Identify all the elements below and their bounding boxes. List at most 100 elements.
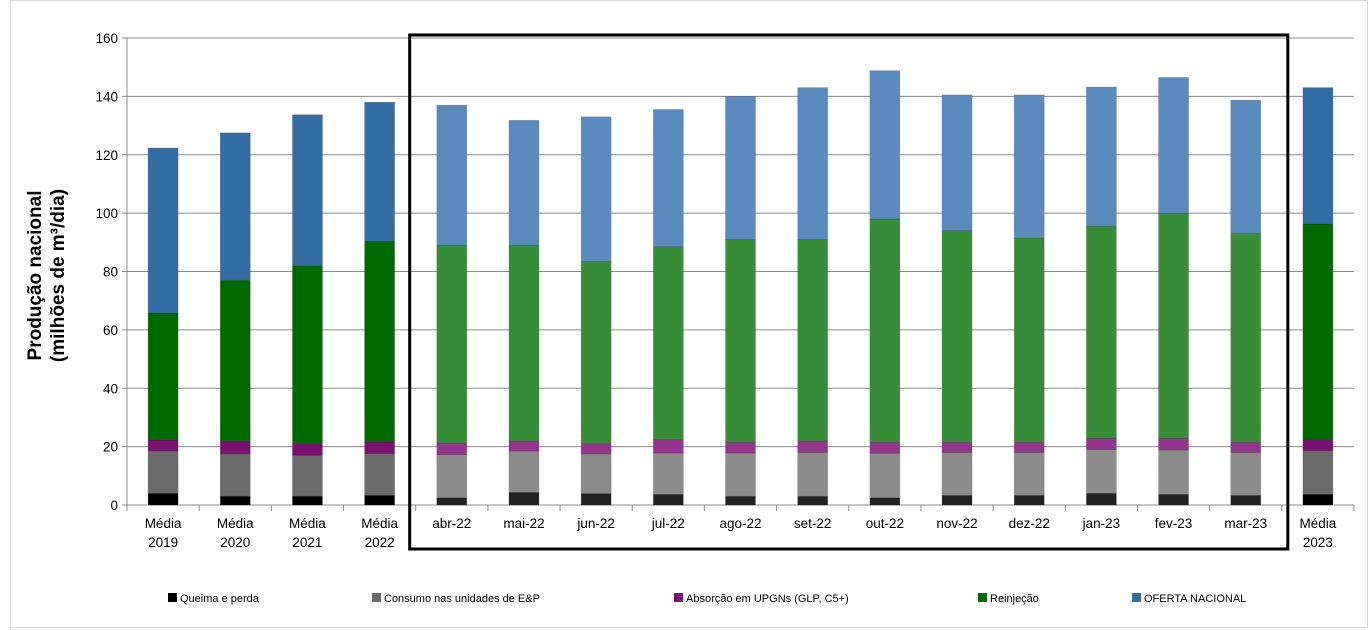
bar-segment-oferta-nacional-4 (436, 104, 468, 246)
bar-segment-queima-e-perda-9 (797, 495, 829, 506)
x-category-label: Média (361, 516, 398, 531)
chart-frame (10, 0, 1368, 628)
bar-segment-consumo-nas-unidades-de-e-p-2 (292, 455, 323, 497)
bar-segment-oferta-nacional-7 (652, 109, 684, 248)
bar-segment-consumo-nas-unidades-de-e-p-5 (508, 450, 540, 493)
bar-segment-consumo-nas-unidades-de-e-p-15 (1230, 452, 1262, 496)
bar-segment-queima-e-perda-3 (364, 495, 395, 506)
bar-segment-oferta-nacional-15 (1230, 99, 1262, 234)
legend-label-4: OFERTA NACIONAL (1144, 593, 1246, 605)
x-category-label: 2020 (220, 535, 250, 550)
y-tick-label: 100 (95, 206, 118, 221)
y-tick-label: 40 (103, 381, 118, 396)
x-category-label: Média (145, 516, 182, 531)
bar-segment-oferta-nacional-13 (1086, 86, 1117, 227)
bar-segment-oferta-nacional-14 (1158, 77, 1189, 214)
bar-segment-reinje-o-2 (292, 265, 323, 445)
bar-segment-oferta-nacional-12 (1013, 94, 1045, 239)
bar-segment-reinje-o-3 (364, 241, 395, 443)
bar-segment-consumo-nas-unidades-de-e-p-12 (1013, 452, 1045, 496)
bar-segment-reinje-o-1 (219, 279, 251, 442)
y-tick-label: 20 (103, 440, 118, 455)
bar-segment-queima-e-perda-10 (869, 497, 901, 506)
bar-segment-reinje-o-12 (1013, 237, 1045, 443)
legend-label-1: Consumo nas unidades de E&P (384, 593, 540, 605)
bar-segment-absor-o-em-upgns-glp-c5-2 (292, 443, 323, 456)
x-category-label: jan-23 (1082, 516, 1121, 531)
legend-label-3: Reinjeção (990, 593, 1039, 605)
bar-segment-absor-o-em-upgns-glp-c5-12 (1013, 441, 1045, 453)
bar-segment-reinje-o-13 (1086, 225, 1117, 439)
bar-segment-reinje-o-4 (436, 244, 468, 444)
bar-segment-consumo-nas-unidades-de-e-p-7 (652, 452, 684, 495)
bar-segment-oferta-nacional-3 (364, 101, 395, 242)
y-tick-label: 160 (95, 31, 118, 46)
bar-segment-reinje-o-11 (941, 230, 973, 443)
bar-segment-queima-e-perda-11 (941, 495, 973, 506)
x-category-label: Média (217, 516, 254, 531)
bar-segment-oferta-nacional-11 (941, 94, 973, 231)
bar-segment-absor-o-em-upgns-glp-c5-9 (797, 440, 829, 453)
x-category-label: 2019 (148, 535, 178, 550)
x-category-label: mai-22 (503, 516, 544, 531)
bar-segment-oferta-nacional-2 (292, 114, 323, 267)
bar-segment-absor-o-em-upgns-glp-c5-16 (1302, 439, 1334, 452)
bar-segment-queima-e-perda-6 (580, 493, 612, 506)
bar-segment-absor-o-em-upgns-glp-c5-15 (1230, 441, 1262, 453)
bar-segment-queima-e-perda-16 (1302, 494, 1334, 506)
bar-segment-queima-e-perda-1 (219, 495, 251, 506)
bar-segment-absor-o-em-upgns-glp-c5-8 (725, 441, 756, 454)
x-category-label: jun-22 (576, 516, 615, 531)
x-category-label: nov-22 (936, 516, 977, 531)
x-category-label: 2023 (1303, 535, 1333, 550)
x-category-label: mar-23 (1224, 516, 1267, 531)
legend-label-2: Absorção em UPGNs (GLP, C5+) (686, 593, 849, 605)
y-axis-label: (milhões de m³/dia) (48, 189, 69, 362)
bar-segment-reinje-o-8 (725, 239, 756, 443)
bar-segment-consumo-nas-unidades-de-e-p-6 (580, 453, 612, 494)
bar-segment-queima-e-perda-8 (725, 495, 756, 506)
x-category-label: dez-22 (1009, 516, 1050, 531)
legend-swatch-2 (674, 593, 683, 602)
bar-segment-oferta-nacional-16 (1302, 87, 1334, 225)
bar-segment-consumo-nas-unidades-de-e-p-11 (941, 452, 973, 496)
bar-segment-consumo-nas-unidades-de-e-p-4 (436, 454, 468, 499)
bar-segment-consumo-nas-unidades-de-e-p-1 (219, 453, 251, 497)
x-category-label: Média (289, 516, 326, 531)
bar-segment-absor-o-em-upgns-glp-c5-6 (580, 443, 612, 455)
bar-segment-oferta-nacional-5 (508, 119, 540, 246)
bar-segment-queima-e-perda-13 (1086, 492, 1117, 506)
bar-segment-oferta-nacional-1 (219, 132, 251, 281)
x-category-label: set-22 (794, 516, 832, 531)
legend-swatch-0 (168, 593, 177, 602)
bar-segment-absor-o-em-upgns-glp-c5-7 (652, 438, 684, 454)
bar-segment-reinje-o-14 (1158, 212, 1189, 439)
bar-segment-oferta-nacional-8 (725, 96, 756, 240)
bar-segment-absor-o-em-upgns-glp-c5-3 (364, 441, 395, 454)
bar-segment-consumo-nas-unidades-de-e-p-10 (869, 452, 901, 499)
bar-segment-queima-e-perda-14 (1158, 494, 1189, 506)
bar-segment-reinje-o-7 (652, 246, 684, 440)
y-axis-label: Produção nacional (25, 191, 46, 361)
bar-segment-consumo-nas-unidades-de-e-p-13 (1086, 449, 1117, 494)
y-tick-label: 0 (110, 498, 118, 513)
bar-segment-oferta-nacional-6 (580, 116, 612, 262)
legend-swatch-1 (372, 593, 381, 602)
bar-segment-queima-e-perda-2 (292, 495, 323, 506)
bar-segment-reinje-o-0 (147, 312, 179, 441)
bar-segment-oferta-nacional-9 (797, 87, 829, 240)
bar-segment-absor-o-em-upgns-glp-c5-5 (508, 440, 540, 452)
y-tick-label: 60 (103, 323, 118, 338)
y-tick-label: 120 (95, 148, 118, 163)
y-tick-label: 80 (103, 265, 118, 280)
bar-segment-absor-o-em-upgns-glp-c5-0 (147, 439, 179, 452)
highlight-box (408, 33, 1290, 551)
bar-segment-consumo-nas-unidades-de-e-p-8 (725, 452, 756, 497)
bar-segment-queima-e-perda-12 (1013, 495, 1045, 506)
x-category-label: out-22 (866, 516, 904, 531)
bar-segment-absor-o-em-upgns-glp-c5-4 (436, 442, 468, 455)
x-category-label: abr-22 (432, 516, 471, 531)
bar-segment-reinje-o-5 (508, 244, 540, 442)
bar-segment-queima-e-perda-0 (147, 492, 179, 506)
bar-segment-consumo-nas-unidades-de-e-p-9 (797, 452, 829, 497)
